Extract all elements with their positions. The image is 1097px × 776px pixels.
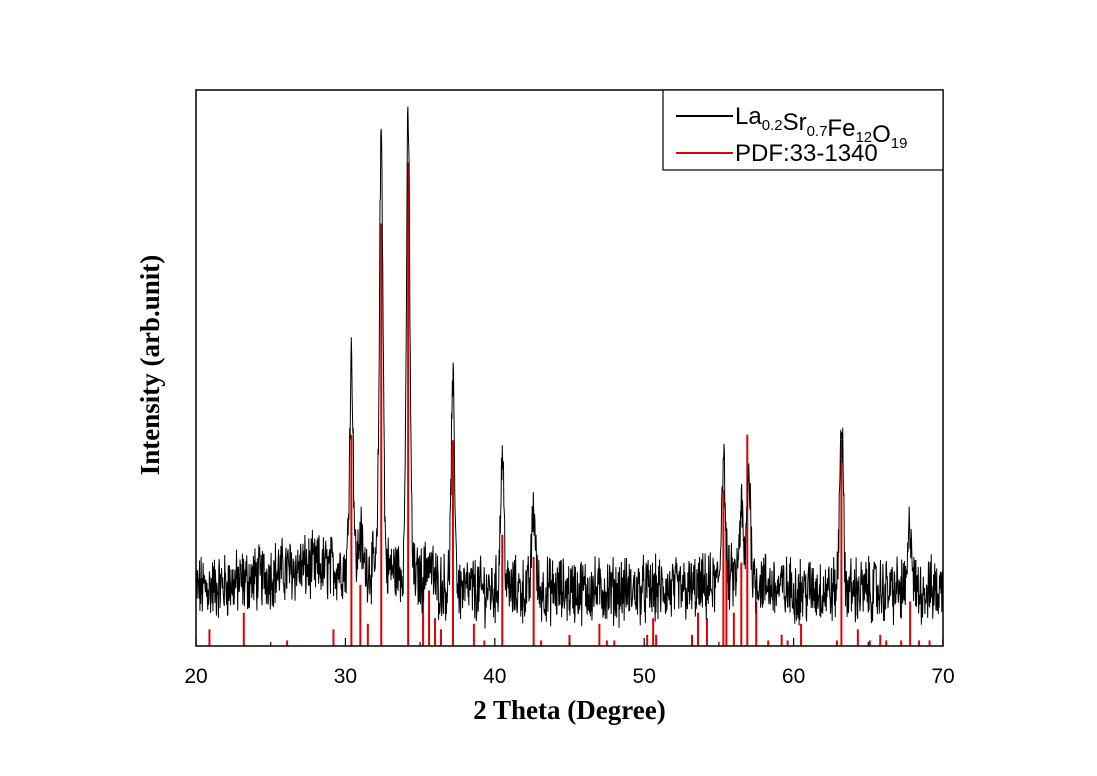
measured-pattern-line — [195, 106, 944, 629]
x-tick-label: 70 — [931, 665, 954, 688]
pdf-reference-sticks — [208, 162, 931, 646]
x-tick-label: 50 — [633, 665, 656, 688]
x-tick-label: 30 — [334, 665, 357, 688]
x-axis: 20 30 40 50 60 70 — [184, 638, 955, 688]
legend: La0.2Sr0.7Fe12O19 PDF:33-1340 — [662, 89, 944, 171]
x-tick-label: 60 — [782, 665, 805, 688]
x-tick-label: 40 — [483, 665, 506, 688]
y-axis-title: Intensity (arb.unit) — [135, 255, 165, 476]
x-tick-label: 20 — [184, 665, 207, 688]
x-axis-title: 2 Theta (Degree) — [473, 695, 665, 725]
legend-box — [662, 89, 944, 171]
plot-frame — [195, 89, 944, 647]
legend-label-sample: La0.2Sr0.7Fe12O19 — [735, 103, 907, 152]
legend-label-pdf: PDF:33-1340 — [735, 140, 878, 167]
